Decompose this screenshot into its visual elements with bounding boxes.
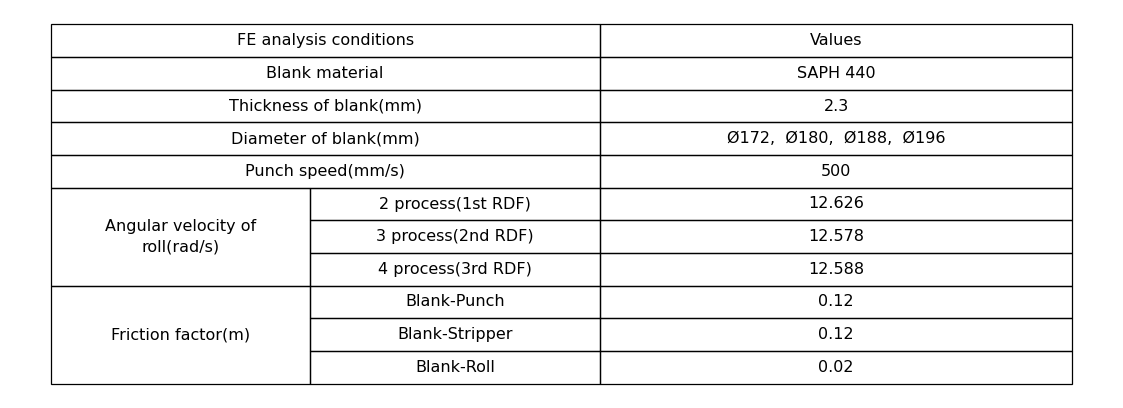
Text: 12.588: 12.588	[809, 262, 864, 277]
Bar	[600, 155, 1072, 188]
Bar	[51, 155, 600, 188]
Text: Angular velocity of
roll(rad/s): Angular velocity of roll(rad/s)	[104, 219, 256, 254]
Bar	[600, 351, 1072, 384]
Text: Blank-Punch: Blank-Punch	[405, 295, 504, 309]
Text: 0.12: 0.12	[819, 295, 853, 309]
Text: Blank-Stripper: Blank-Stripper	[398, 327, 512, 342]
Bar	[600, 253, 1072, 286]
Text: Values: Values	[810, 33, 862, 48]
Text: 2.3: 2.3	[823, 99, 849, 113]
Bar	[600, 286, 1072, 318]
Bar	[600, 90, 1072, 122]
Bar	[51, 286, 310, 384]
Bar	[51, 57, 600, 90]
Bar	[51, 90, 600, 122]
Bar	[600, 188, 1072, 220]
Text: Friction factor(m): Friction factor(m)	[111, 327, 249, 342]
Text: 12.626: 12.626	[809, 197, 864, 211]
Bar	[310, 351, 600, 384]
Text: 0.02: 0.02	[819, 360, 853, 375]
Text: Punch speed(mm/s): Punch speed(mm/s)	[245, 164, 405, 179]
Text: Thickness of blank(mm): Thickness of blank(mm)	[229, 99, 421, 113]
Bar	[310, 286, 600, 318]
Text: Blank material: Blank material	[266, 66, 384, 81]
Bar	[310, 253, 600, 286]
Bar	[51, 122, 600, 155]
Bar	[310, 220, 600, 253]
Text: Ø172,  Ø180,  Ø188,  Ø196: Ø172, Ø180, Ø188, Ø196	[727, 131, 946, 146]
Text: 4 process(3rd RDF): 4 process(3rd RDF)	[377, 262, 532, 277]
Bar	[600, 57, 1072, 90]
Text: Blank-Roll: Blank-Roll	[414, 360, 495, 375]
Bar	[600, 24, 1072, 57]
Bar	[600, 318, 1072, 351]
Text: 12.578: 12.578	[809, 229, 864, 244]
Text: 3 process(2nd RDF): 3 process(2nd RDF)	[376, 229, 533, 244]
Text: 2 process(1st RDF): 2 process(1st RDF)	[378, 197, 531, 211]
Text: 500: 500	[821, 164, 851, 179]
Bar	[600, 122, 1072, 155]
Text: Diameter of blank(mm): Diameter of blank(mm)	[230, 131, 420, 146]
Text: SAPH 440: SAPH 440	[796, 66, 876, 81]
Text: FE analysis conditions: FE analysis conditions	[237, 33, 413, 48]
Text: 0.12: 0.12	[819, 327, 853, 342]
Bar	[600, 220, 1072, 253]
Bar	[51, 188, 310, 286]
Bar	[51, 24, 600, 57]
Bar	[310, 318, 600, 351]
Bar	[310, 188, 600, 220]
